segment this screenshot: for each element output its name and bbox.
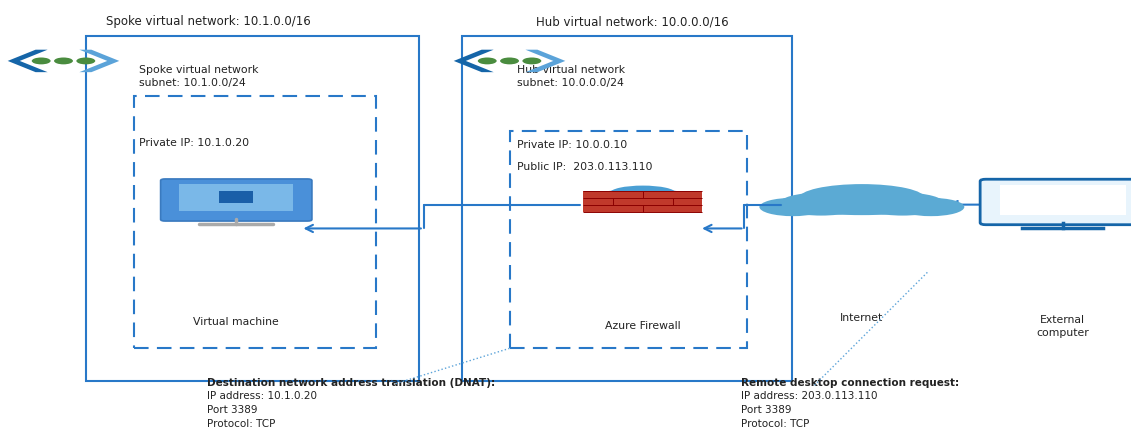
Ellipse shape xyxy=(799,184,925,212)
Text: Hub virtual network
subnet: 10.0.0.0/24: Hub virtual network subnet: 10.0.0.0/24 xyxy=(517,65,626,88)
Text: External
computer: External computer xyxy=(1037,315,1089,338)
Bar xyxy=(220,191,254,204)
Bar xyxy=(179,184,293,211)
Text: IP address: 10.1.0.20
Port 3389
Protocol: TCP: IP address: 10.1.0.20 Port 3389 Protocol… xyxy=(207,391,317,429)
Circle shape xyxy=(500,57,518,64)
Circle shape xyxy=(76,57,95,64)
Text: Private IP: 10.1.0.20: Private IP: 10.1.0.20 xyxy=(139,138,249,148)
Bar xyxy=(462,36,792,381)
Text: Hub virtual network: 10.0.0.0/16: Hub virtual network: 10.0.0.0/16 xyxy=(535,16,728,28)
Ellipse shape xyxy=(610,186,676,200)
Text: Azure Firewall: Azure Firewall xyxy=(604,321,680,331)
Ellipse shape xyxy=(642,190,686,202)
Text: Public IP:  203.0.113.110: Public IP: 203.0.113.110 xyxy=(517,162,653,172)
Ellipse shape xyxy=(789,196,934,215)
Polygon shape xyxy=(525,49,565,72)
FancyBboxPatch shape xyxy=(161,179,312,221)
Text: Remote desktop connection request:: Remote desktop connection request: xyxy=(741,378,959,388)
Polygon shape xyxy=(454,49,494,72)
Ellipse shape xyxy=(898,198,964,216)
Ellipse shape xyxy=(600,190,644,202)
Text: Spoke virtual network
subnet: 10.1.0.0/24: Spoke virtual network subnet: 10.1.0.0/2… xyxy=(139,65,258,88)
Ellipse shape xyxy=(860,193,945,216)
Text: IP address: 203.0.113.110
Port 3389
Protocol: TCP: IP address: 203.0.113.110 Port 3389 Prot… xyxy=(741,391,877,429)
Ellipse shape xyxy=(606,192,680,202)
Text: Spoke virtual network: 10.1.0.0/16: Spoke virtual network: 10.1.0.0/16 xyxy=(106,16,311,28)
Polygon shape xyxy=(8,49,48,72)
Bar xyxy=(134,96,376,349)
Circle shape xyxy=(522,57,541,64)
Ellipse shape xyxy=(590,193,624,202)
Text: Private IP: 10.0.0.10: Private IP: 10.0.0.10 xyxy=(517,140,627,150)
Circle shape xyxy=(54,57,72,64)
Bar xyxy=(509,131,747,349)
Text: Internet: Internet xyxy=(840,313,883,323)
Polygon shape xyxy=(79,49,119,72)
Ellipse shape xyxy=(779,193,864,216)
Text: Destination network address translation (DNAT):: Destination network address translation … xyxy=(207,378,495,388)
Ellipse shape xyxy=(661,193,696,202)
Circle shape xyxy=(478,57,497,64)
Bar xyxy=(583,191,702,213)
Bar xyxy=(1000,184,1126,215)
Ellipse shape xyxy=(760,198,826,216)
FancyBboxPatch shape xyxy=(980,179,1132,225)
Text: Virtual machine: Virtual machine xyxy=(194,317,280,327)
Circle shape xyxy=(32,57,51,64)
Bar xyxy=(86,36,419,381)
